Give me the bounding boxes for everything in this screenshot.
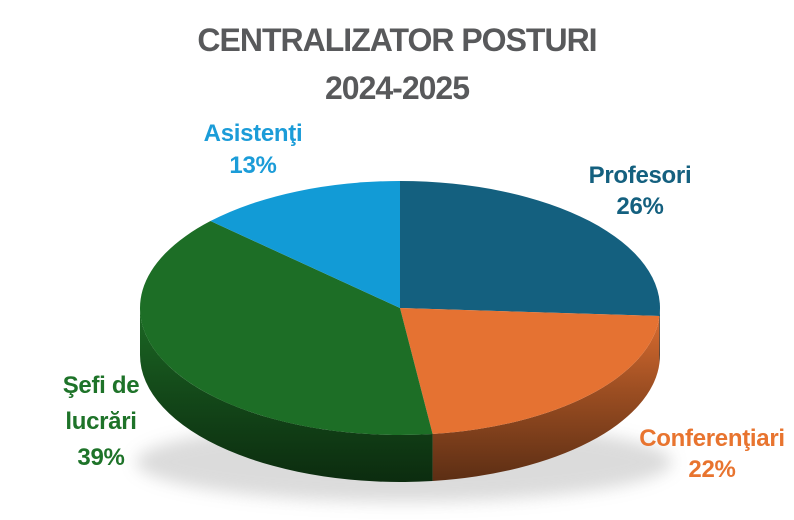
pie-slice-asistenti <box>210 181 400 308</box>
slice-percent-text: 22% <box>688 456 736 483</box>
pie-slice-profesori <box>400 181 661 316</box>
slice-label-text: Asistenţi <box>203 120 303 147</box>
pie-slice-conferentiari-side <box>432 315 660 481</box>
chart-title-line2: 2024-2025 <box>324 70 470 106</box>
slice-label-asistenti: Asistenţi 13% <box>204 118 303 182</box>
slice-label-sefi-de-lucrari: Şefi de lucrări 39% <box>31 368 171 476</box>
slice-label-text: Şefi de lucrări <box>62 372 140 435</box>
slice-label-text: Profesori <box>588 162 692 189</box>
pie-slice-sefi-de-lucrari-side <box>139 308 433 483</box>
chart-title: CENTRALIZATOR POSTURI 2024-2025 <box>0 16 794 112</box>
pie-slice-sefi-de-lucrari <box>139 221 433 436</box>
slice-percent-text: 39% <box>77 444 125 471</box>
pie-slice-conferentiari <box>400 308 660 434</box>
slice-label-conferentiari: Conferenţiari 22% <box>639 423 785 485</box>
chart-title-line1: CENTRALIZATOR POSTURI <box>197 22 597 58</box>
slice-percent-text: 26% <box>616 193 664 220</box>
slice-label-text: Conferenţiari <box>639 425 785 452</box>
pie-slice-profesori-side <box>659 308 660 363</box>
slice-label-profesori: Profesori 26% <box>589 160 692 222</box>
slice-percent-text: 13% <box>229 152 277 179</box>
